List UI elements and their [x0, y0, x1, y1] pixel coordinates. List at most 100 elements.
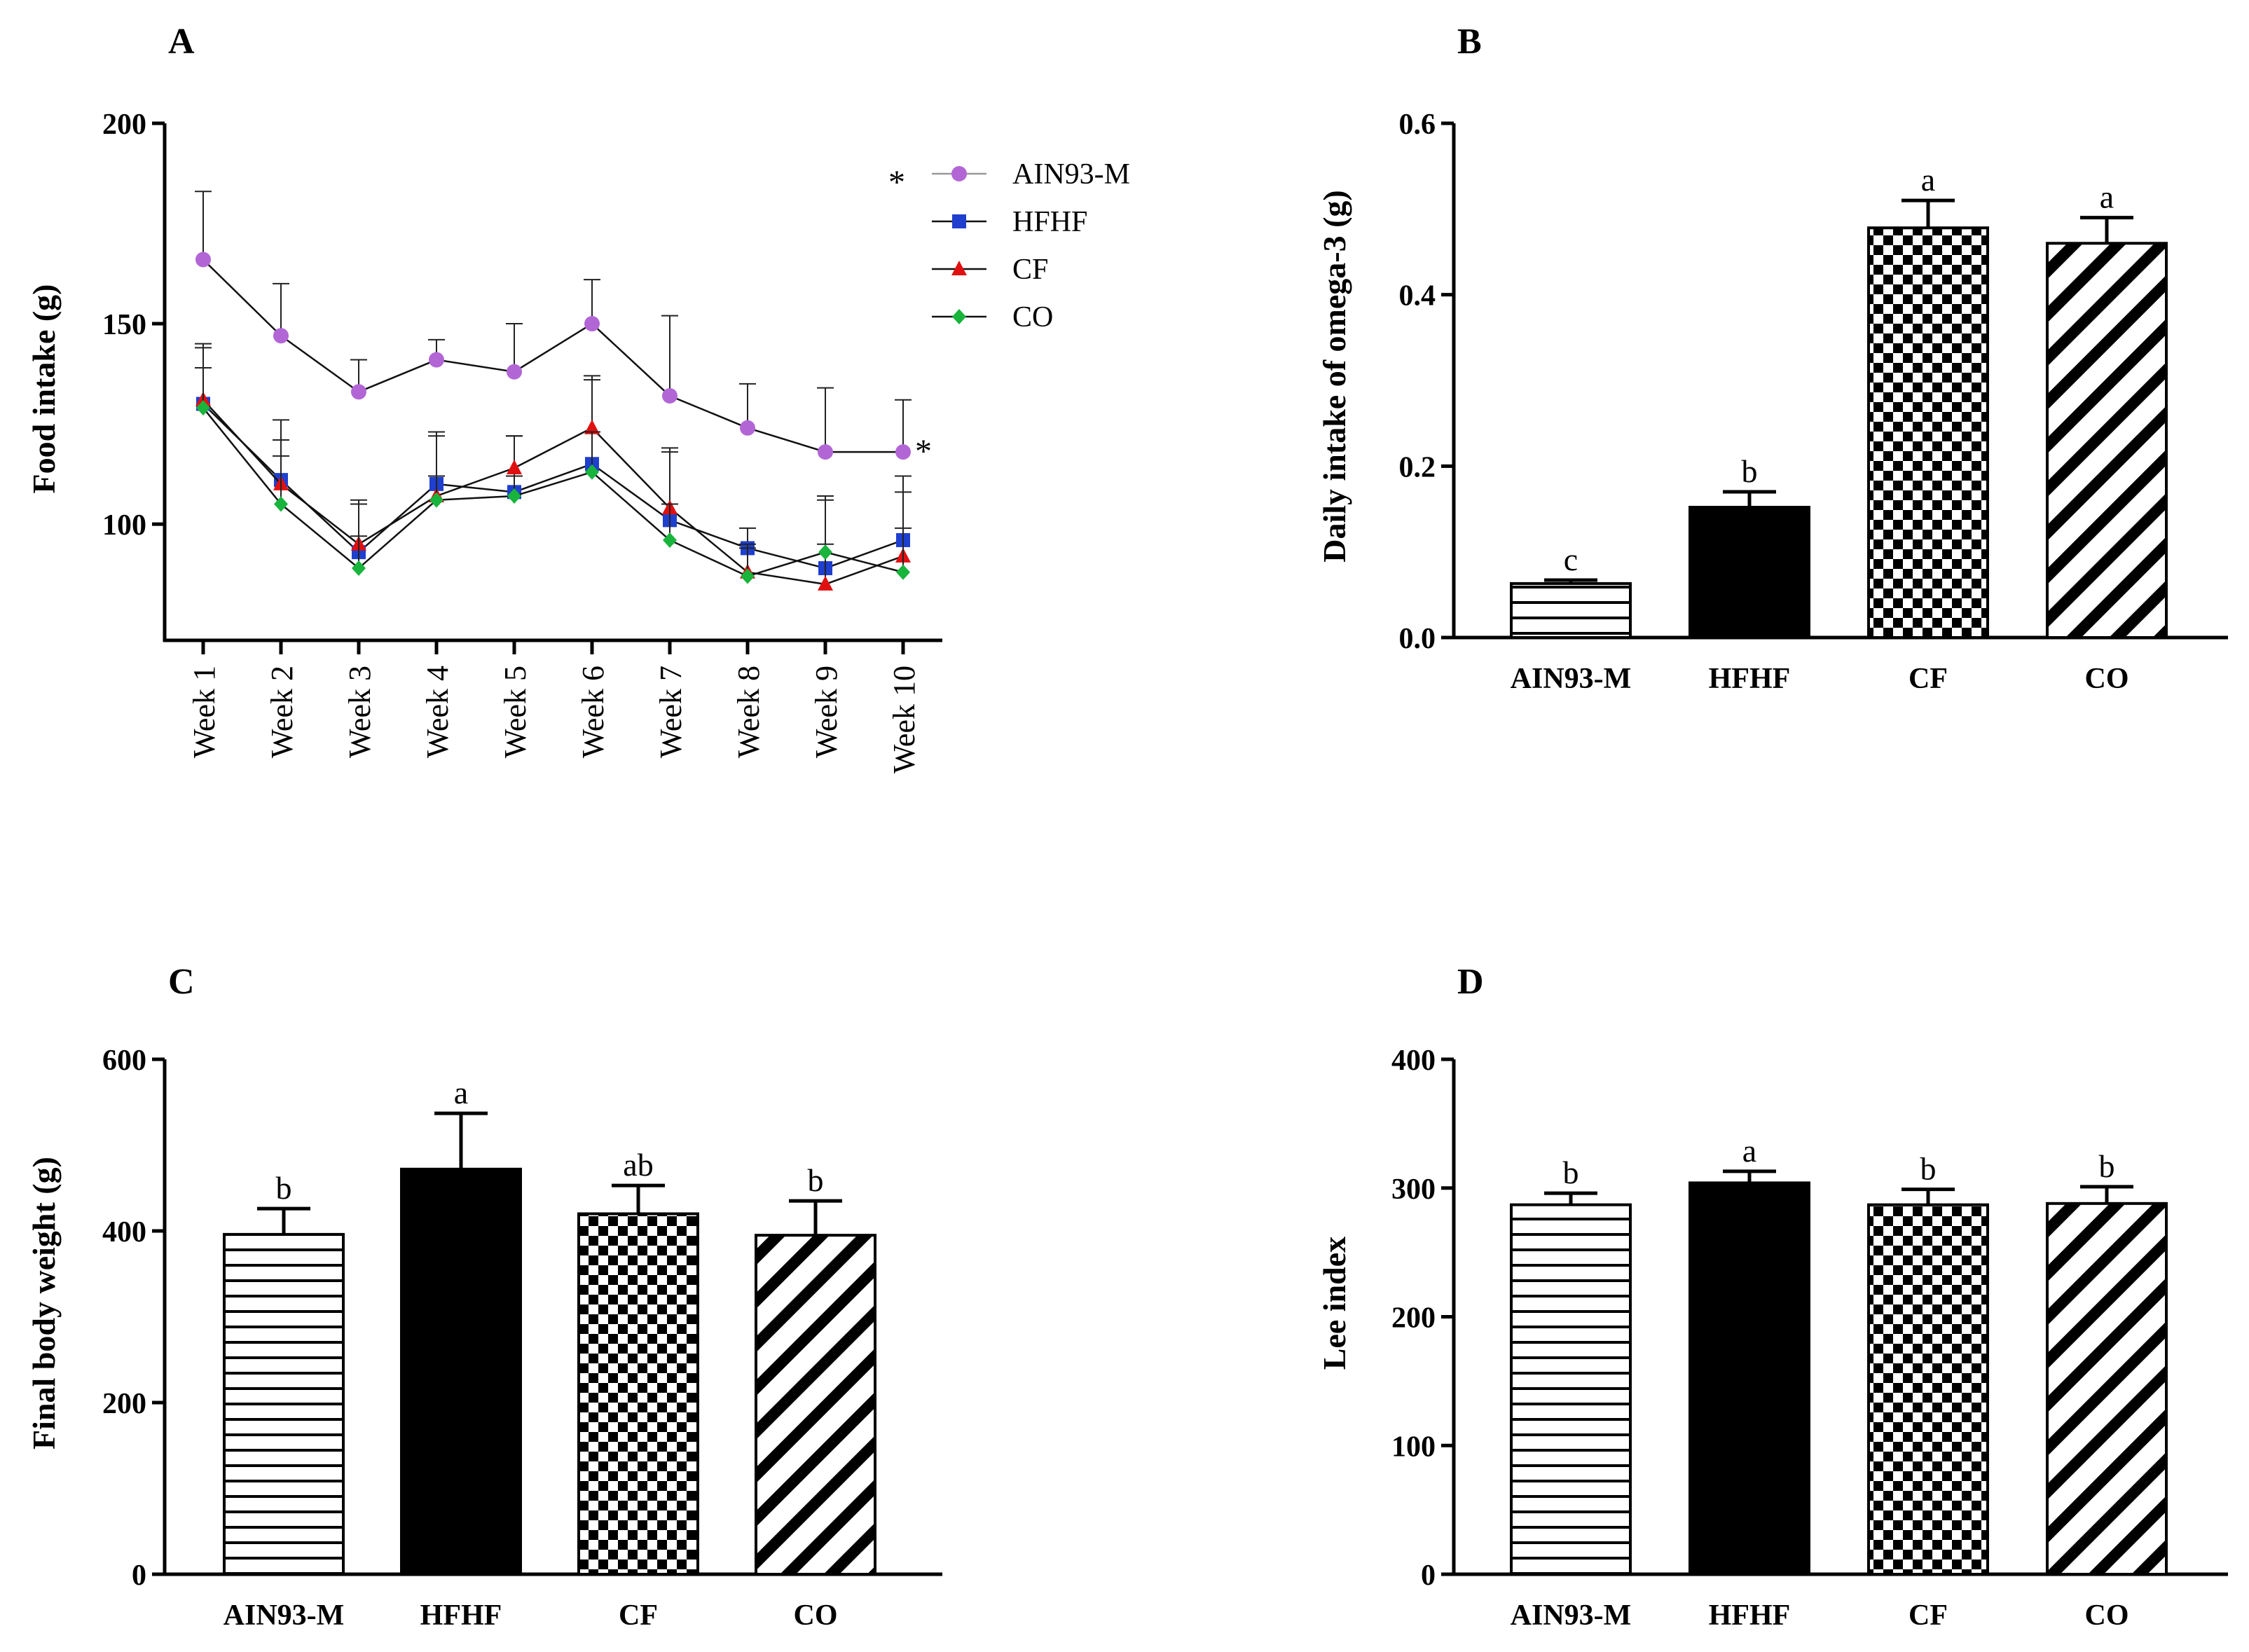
legend-label-cf: CF: [1012, 254, 1048, 286]
panel-d-y-tick-label: 400: [1391, 1045, 1436, 1077]
panel-d-bars: [1510, 1169, 2168, 1576]
panel-a-y-axis-label: Food intake (g): [26, 284, 62, 494]
legend-marker-co: [952, 309, 966, 324]
panel-d-y-tick-label: 0: [1421, 1560, 1436, 1592]
data-point-ain93m: [273, 328, 289, 344]
data-point-cf: [818, 575, 833, 591]
panel-b-category-label: AIN93-M: [1511, 663, 1632, 695]
panel-b-significance-letter: a: [2100, 179, 2114, 215]
data-point-ain93m: [662, 388, 678, 404]
panel-c-significance-letters: b a ab b: [276, 1075, 824, 1206]
panel-a-y-ticks: 100 150 200: [102, 109, 146, 542]
panel-c-y-axis-label: Final body weight (g): [26, 1157, 62, 1450]
bar-co: [2046, 242, 2168, 639]
data-point-cf: [584, 419, 600, 434]
series-co: [195, 366, 912, 584]
panel-b-omega3-chart: B Daily intake of omega-3 (g) 0.0 0.2 0.…: [1316, 22, 2228, 695]
legend-label-hfhf: HFHF: [1012, 206, 1087, 238]
panel-d-label: D: [1457, 962, 1484, 1002]
panel-a-food-intake-chart: A Food intake (g) 100 150 200 Week 1 Wee…: [26, 22, 1130, 773]
panel-c-category-label: CF: [619, 1599, 658, 1632]
panel-b-x-categories: AIN93-M HFHF CF CO: [1511, 663, 2129, 695]
bar-cf: [1867, 1203, 1989, 1576]
panel-c-significance-letter: a: [454, 1075, 468, 1110]
series-line-ain93m: [202, 259, 903, 453]
panel-a-plot-area: [195, 191, 912, 591]
panel-c-y-tick-label: 600: [102, 1045, 146, 1077]
panel-a-label: A: [168, 22, 195, 62]
panel-d-y-tick-label: 200: [1391, 1302, 1436, 1335]
panel-c-significance-letter: b: [276, 1170, 292, 1206]
data-point-co: [352, 560, 366, 577]
panel-c-y-tick-label: 0: [132, 1560, 146, 1592]
panel-d-significance-letter: b: [1920, 1151, 1937, 1187]
panel-b-bars: [1510, 198, 2168, 640]
series-hfhf: [195, 343, 912, 576]
panel-c-label: C: [168, 962, 195, 1002]
panel-b-y-tick-label: 0.4: [1399, 280, 1436, 312]
legend-marker-hfhf: [952, 214, 966, 228]
bar-co: [2046, 1202, 2168, 1576]
data-point-co: [274, 496, 288, 512]
panel-d-significance-letter: b: [1563, 1155, 1579, 1190]
panel-c-category-label: CO: [794, 1599, 838, 1632]
panel-d-x-categories: AIN93-M HFHF CF CO: [1511, 1599, 2129, 1632]
panel-c-y-ticks: 0 200 400 600: [102, 1045, 146, 1592]
panel-a-week-label: Week 9: [809, 666, 844, 758]
panel-b-category-label: HFHF: [1709, 663, 1791, 695]
panel-c-y-tick-label: 400: [102, 1216, 146, 1248]
panel-a-week-label: Week 6: [576, 666, 610, 758]
panel-d-category-label: HFHF: [1709, 1599, 1791, 1632]
legend-marker-ain93m: [951, 166, 967, 181]
panel-b-significance-letter: b: [1742, 453, 1758, 489]
data-point-ain93m: [584, 316, 600, 332]
data-point-ain93m: [740, 420, 755, 436]
panel-c-significance-letter: b: [808, 1162, 824, 1198]
data-point-ain93m: [895, 444, 911, 460]
legend-significance-star: *: [888, 164, 905, 201]
legend-marker-cf: [951, 261, 967, 275]
panel-d-y-tick-label: 300: [1391, 1173, 1436, 1206]
bar-ain93m: [1510, 581, 1632, 639]
data-point-co: [196, 400, 210, 416]
data-point-co: [896, 564, 910, 580]
panel-d-significance-letters: b a b b: [1563, 1133, 2115, 1190]
panel-d-category-label: CF: [1908, 1599, 1948, 1632]
series-line-hfhf: [202, 403, 904, 570]
data-point-ain93m: [507, 364, 522, 380]
panel-a-week-label: Week 7: [654, 666, 688, 758]
legend-label-ain93m: AIN93-M: [1012, 158, 1130, 191]
panel-b-significance-letter: c: [1564, 542, 1578, 577]
panel-b-y-ticks: 0.0 0.2 0.4 0.6: [1399, 109, 1436, 655]
panel-c-x-categories: AIN93-M HFHF CF CO: [223, 1599, 838, 1632]
panel-b-y-tick-label: 0.6: [1399, 109, 1436, 141]
data-point-co: [741, 568, 755, 584]
bar-co: [755, 1234, 876, 1576]
panel-c-significance-letter: ab: [623, 1147, 653, 1183]
legend-label-co: CO: [1012, 301, 1053, 333]
panel-b-category-label: CF: [1908, 663, 1948, 695]
bar-ain93m: [223, 1232, 345, 1576]
data-point-co: [585, 464, 599, 480]
bar-hfhf: [1689, 1181, 1810, 1576]
panel-c-body-weight-chart: C Final body weight (g) 0 200 400 600 AI…: [26, 962, 942, 1632]
panel-b-y-axis-label: Daily intake of omega-3 (g): [1316, 190, 1352, 562]
legend-markers: [932, 166, 986, 324]
panel-c-category-label: HFHF: [420, 1599, 502, 1632]
panel-b-y-tick-label: 0.0: [1399, 623, 1436, 655]
panel-d-y-ticks: 0 100 200 300 400: [1391, 1045, 1436, 1592]
panel-a-x-ticks: Week 1 Week 2 Week 3 Week 4 Week 5 Week …: [187, 666, 921, 773]
data-point-ain93m: [818, 444, 833, 460]
panel-d-y-axis-label: Lee index: [1316, 1237, 1352, 1370]
panel-a-week-label: Week 8: [731, 666, 766, 758]
panel-a-y-tick-label: 150: [102, 309, 146, 341]
data-point-ain93m: [351, 384, 366, 400]
data-point-co: [663, 532, 677, 548]
panel-d-significance-letter: a: [1742, 1133, 1756, 1169]
panel-d-lee-index-chart: D Lee index 0 100 200 300 400 AIN93-M HF…: [1316, 962, 2228, 1632]
panel-b-significance-letters: c b a a: [1564, 162, 2114, 577]
bar-hfhf: [400, 1167, 522, 1576]
panel-a-week-label: Week 2: [265, 666, 299, 758]
panel-b-category-label: CO: [2085, 663, 2129, 695]
